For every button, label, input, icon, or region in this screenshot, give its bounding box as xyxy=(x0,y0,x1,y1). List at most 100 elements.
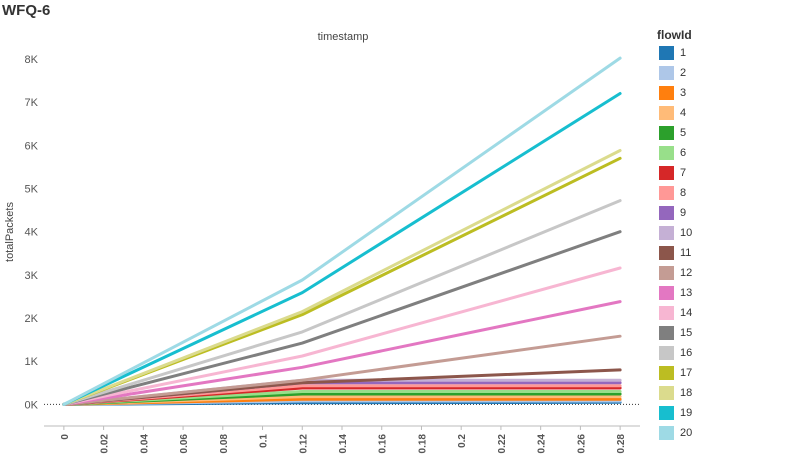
legend-item-10: 10 xyxy=(657,223,787,243)
legend-label: 6 xyxy=(680,147,687,159)
legend-item-13: 13 xyxy=(657,283,787,303)
series-lines xyxy=(62,56,622,406)
series-line-12 xyxy=(62,334,622,406)
x-tick-label: 0.04 xyxy=(139,434,150,454)
series-line-16 xyxy=(62,199,622,406)
x-tick-label: 0.06 xyxy=(179,434,190,454)
y-tick-label: 3K xyxy=(25,270,39,282)
x-tick-label: 0.1 xyxy=(259,434,270,448)
legend-item-5: 5 xyxy=(657,123,787,143)
legend-swatch xyxy=(659,286,674,300)
x-tick-label: 0.2 xyxy=(457,434,468,448)
legend-item-9: 9 xyxy=(657,203,787,223)
legend-swatch xyxy=(659,426,674,440)
legend-swatch xyxy=(659,366,674,380)
legend-swatch xyxy=(659,346,674,360)
x-tick-label: 0.12 xyxy=(298,434,309,454)
legend-label: 11 xyxy=(680,247,692,259)
legend-item-12: 12 xyxy=(657,263,787,283)
y-tick-label: 7K xyxy=(25,97,39,109)
legend-label: 17 xyxy=(680,367,693,379)
series-line-13 xyxy=(62,300,622,406)
legend-label: 14 xyxy=(680,307,693,319)
legend-item-14: 14 xyxy=(657,303,787,323)
legend-label: 20 xyxy=(680,427,693,439)
y-tick-label: 8K xyxy=(25,54,39,66)
page-title: WFQ-6 xyxy=(2,2,51,19)
legend-swatch xyxy=(659,66,674,80)
legend-items: 1 2 3 4 5 6 7 8 9 10 11 12 13 14 15 16 17 18 19 20 xyxy=(657,43,787,443)
legend-swatch xyxy=(659,166,674,180)
legend-item-17: 17 xyxy=(657,363,787,383)
legend-label: 4 xyxy=(680,107,687,119)
x-tick-label: 0.18 xyxy=(417,434,428,454)
legend: flowId 1 2 3 4 5 6 7 8 9 10 11 12 13 14 15 16 17 18 19 20 xyxy=(657,27,787,443)
legend-label: 13 xyxy=(680,287,693,299)
legend-label: 18 xyxy=(680,387,693,399)
x-tick-label: 0.24 xyxy=(537,434,548,454)
legend-item-20: 20 xyxy=(657,423,787,443)
x-tick-label: 0.08 xyxy=(219,434,230,454)
legend-swatch xyxy=(659,266,674,280)
y-tick-label: 4K xyxy=(25,227,39,239)
series-line-15 xyxy=(62,230,622,406)
legend-swatch xyxy=(659,126,674,140)
series-line-19 xyxy=(62,92,622,406)
x-tick-label: 0.02 xyxy=(100,434,111,454)
series-line-20 xyxy=(62,56,622,406)
legend-item-6: 6 xyxy=(657,143,787,163)
x-tick-label: 0.22 xyxy=(497,434,508,454)
legend-item-7: 7 xyxy=(657,163,787,183)
legend-label: 2 xyxy=(680,67,687,79)
legend-item-1: 1 xyxy=(657,43,787,63)
legend-swatch xyxy=(659,206,674,220)
legend-swatch xyxy=(659,86,674,100)
legend-item-2: 2 xyxy=(657,63,787,83)
legend-item-8: 8 xyxy=(657,183,787,203)
x-tick-label: 0.26 xyxy=(576,434,587,454)
legend-swatch xyxy=(659,186,674,200)
x-tick-label: 0.16 xyxy=(378,434,389,454)
legend-swatch xyxy=(659,306,674,320)
legend-item-15: 15 xyxy=(657,323,787,343)
legend-label: 8 xyxy=(680,187,687,199)
x-tick-label: 0.28 xyxy=(616,434,627,454)
legend-label: 5 xyxy=(680,127,687,139)
legend-item-4: 4 xyxy=(657,103,787,123)
legend-label: 9 xyxy=(680,207,687,219)
legend-swatch xyxy=(659,46,674,60)
x-tick-label: 0.14 xyxy=(338,434,349,454)
legend-item-16: 16 xyxy=(657,343,787,363)
y-axis-title: totalPackets xyxy=(4,202,16,262)
legend-swatch xyxy=(659,106,674,120)
line-chart: timestamp totalPackets 0K 1K 2K 3K 4K 5K 6K 7K 8… xyxy=(4,31,640,454)
legend-title: flowId xyxy=(657,28,692,42)
series-line-14 xyxy=(62,266,622,406)
series-line-18 xyxy=(62,149,622,406)
legend-swatch xyxy=(659,326,674,340)
series-line-17 xyxy=(62,156,622,406)
y-tick-label: 6K xyxy=(25,140,39,152)
legend-label: 12 xyxy=(680,267,693,279)
legend-swatch xyxy=(659,386,674,400)
legend-label: 15 xyxy=(680,327,693,339)
legend-label: 7 xyxy=(680,167,687,179)
legend-label: 1 xyxy=(680,47,687,59)
y-tick-label: 0K xyxy=(25,399,39,411)
y-tick-label: 2K xyxy=(25,313,39,325)
x-axis: 0 0.02 0.04 0.06 0.08 0.1 0.12 0.14 0.16 0.18 0.2 0… xyxy=(44,425,640,454)
y-tick-label: 1K xyxy=(25,356,39,368)
x-axis-title: timestamp xyxy=(318,31,369,43)
legend-item-18: 18 xyxy=(657,383,787,403)
legend-swatch xyxy=(659,406,674,420)
y-tick-label: 5K xyxy=(25,184,39,196)
legend-label: 10 xyxy=(680,227,693,239)
legend-swatch xyxy=(659,146,674,160)
legend-item-19: 19 xyxy=(657,403,787,423)
legend-item-3: 3 xyxy=(657,83,787,103)
legend-swatch xyxy=(659,246,674,260)
x-tick-label: 0 xyxy=(60,434,71,440)
legend-swatch xyxy=(659,226,674,240)
y-axis: 0K 1K 2K 3K 4K 5K 6K 7K 8K xyxy=(25,54,39,411)
legend-item-11: 11 xyxy=(657,243,787,263)
